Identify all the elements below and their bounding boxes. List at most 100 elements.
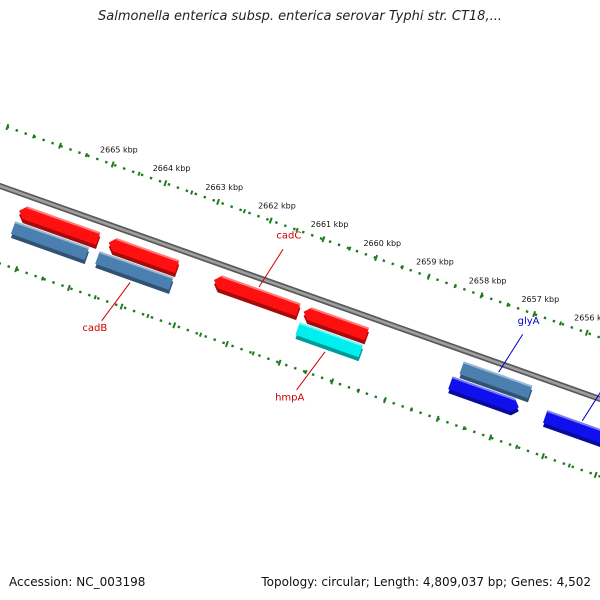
outer-tick-mark bbox=[479, 292, 484, 299]
accession-footer: Accession: NC_003198 bbox=[9, 575, 145, 589]
outer-tick-mark bbox=[268, 217, 273, 224]
gene-glyA bbox=[459, 361, 533, 403]
outer-tick-mark bbox=[84, 152, 88, 158]
outer-tick-mark bbox=[242, 208, 247, 214]
outer-tick-mark bbox=[348, 246, 352, 251]
tick-label: 2657 kbp bbox=[521, 295, 559, 304]
inner-tick-mark bbox=[304, 369, 308, 375]
inner-tick-mark bbox=[435, 415, 440, 422]
accession-label: Accession: bbox=[9, 575, 73, 589]
outer-tick-mark bbox=[216, 198, 221, 206]
gene-body bbox=[10, 221, 89, 261]
inner-tick-mark bbox=[93, 295, 97, 300]
accession-value: NC_003198 bbox=[76, 575, 146, 589]
inner-tick-mark bbox=[515, 444, 519, 450]
tick-label: 2660 kbp bbox=[363, 239, 401, 248]
inner-tick-mark bbox=[567, 463, 571, 468]
outer-tick-mark bbox=[163, 180, 168, 187]
inner-tick-mark bbox=[251, 351, 255, 356]
gene-body bbox=[295, 322, 363, 358]
gene-body bbox=[459, 361, 533, 399]
tick-label: 2659 kbp bbox=[416, 258, 454, 267]
gene-body bbox=[108, 238, 180, 274]
gene-highlight bbox=[221, 275, 301, 306]
gene-highlight bbox=[299, 322, 364, 347]
gene-highlight bbox=[99, 251, 174, 280]
gene-highlight bbox=[310, 307, 370, 330]
outer-tick-mark bbox=[321, 236, 326, 243]
outer-tick-mark bbox=[426, 273, 431, 280]
outer-tick-mark bbox=[190, 190, 194, 195]
inner-tick-track bbox=[0, 262, 600, 478]
inner-tick-mark bbox=[541, 453, 545, 460]
gene-highlight bbox=[452, 376, 516, 401]
tick-label: 2658 kbp bbox=[469, 276, 507, 285]
tick-label: 2663 kbp bbox=[205, 183, 243, 192]
inner-tick-mark bbox=[198, 332, 203, 337]
inner-tick-mark bbox=[224, 340, 229, 348]
inner-tick-mark bbox=[40, 276, 45, 281]
gene-label-glyA: glyA bbox=[518, 316, 540, 327]
gene-feature bbox=[303, 307, 370, 345]
gene-label-cadC: cadC bbox=[276, 231, 301, 242]
gene-feature bbox=[10, 221, 90, 265]
inner-tick-mark bbox=[488, 434, 493, 441]
gene-body bbox=[448, 376, 519, 412]
gene-label-leader bbox=[498, 334, 524, 373]
outer-tick-mark bbox=[506, 302, 510, 307]
inner-tick-mark bbox=[146, 313, 150, 319]
outer-tick-mark bbox=[58, 142, 62, 149]
gene-label-leader bbox=[101, 282, 131, 322]
outer-tick-mark bbox=[5, 123, 10, 131]
gene-body bbox=[95, 251, 174, 290]
gene-label-leader bbox=[581, 392, 600, 422]
outer-tick-mark bbox=[584, 329, 589, 336]
inner-tick-mark bbox=[277, 359, 282, 366]
gene-feature bbox=[108, 238, 180, 278]
gene-hmpA bbox=[295, 322, 364, 362]
gene-label-leader bbox=[296, 351, 326, 391]
inner-tick-mark bbox=[330, 378, 335, 385]
inner-tick-mark bbox=[172, 322, 177, 329]
tick-label: 2661 kbp bbox=[311, 220, 349, 229]
outer-tick-mark bbox=[558, 321, 563, 326]
gene-body bbox=[214, 275, 301, 317]
outer-tick-mark bbox=[110, 161, 115, 168]
gene-label-cadB: cadB bbox=[82, 323, 107, 334]
outer-tick-mark bbox=[400, 265, 405, 270]
outer-tick-mark bbox=[137, 171, 141, 177]
gene-label-leader bbox=[258, 249, 284, 288]
genome-backbone-highlight bbox=[0, 184, 600, 401]
tick-label: 2665 kbp bbox=[100, 145, 138, 154]
inner-tick-mark bbox=[462, 425, 466, 431]
map-title: Salmonella enterica subsp. enterica sero… bbox=[98, 9, 502, 24]
gene-feature bbox=[448, 376, 519, 416]
topology-footer: Topology: circular; Length: 4,809,037 bp… bbox=[261, 575, 591, 589]
gene-cadC bbox=[214, 275, 301, 321]
tick-label: 2656 kbp bbox=[574, 314, 600, 323]
tick-label: 2664 kbp bbox=[153, 164, 191, 173]
gene-body bbox=[303, 307, 369, 341]
gene-feature bbox=[19, 206, 101, 249]
outer-tick-mark bbox=[32, 134, 36, 139]
inner-tick-mark bbox=[383, 396, 387, 404]
gene-highlight bbox=[26, 206, 101, 235]
inner-tick-mark bbox=[119, 303, 124, 310]
gene-hcaT bbox=[543, 410, 600, 448]
tick-label: 2662 kbp bbox=[258, 201, 296, 210]
inner-tick-mark bbox=[409, 407, 413, 412]
gene-highlight bbox=[116, 238, 180, 263]
outer-tick-mark bbox=[532, 310, 537, 318]
gene-highlight bbox=[14, 221, 90, 250]
inner-tick-mark bbox=[356, 388, 361, 393]
inner-tick-mark bbox=[14, 266, 19, 273]
gene-cadB bbox=[95, 251, 174, 294]
gene-body bbox=[19, 206, 101, 245]
inner-tick-mark bbox=[66, 284, 71, 292]
gene-body bbox=[543, 410, 600, 444]
gene-label-hmpA: hmpA bbox=[275, 392, 304, 403]
inner-tick-mark bbox=[593, 471, 598, 479]
gene-highlight bbox=[463, 361, 533, 388]
outer-tick-mark bbox=[453, 283, 457, 289]
